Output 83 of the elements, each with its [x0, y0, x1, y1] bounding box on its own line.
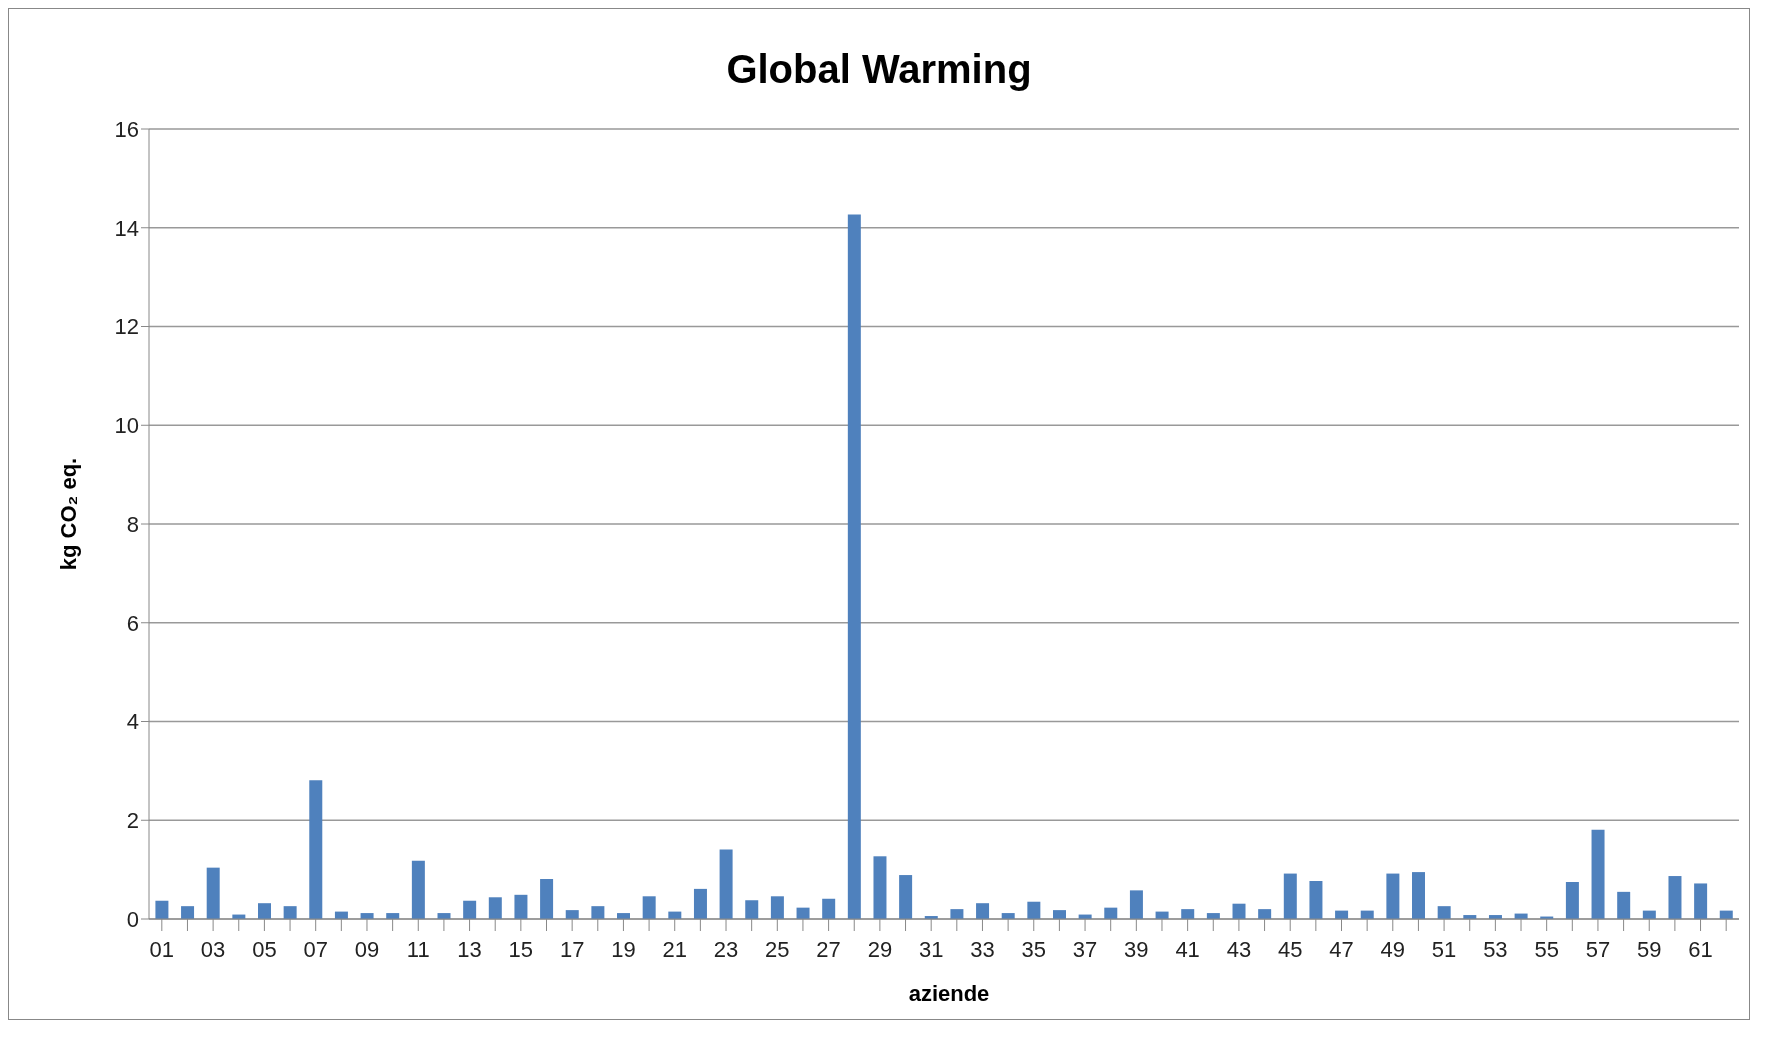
chart-title: Global Warming [725, 47, 1033, 92]
bar [950, 909, 964, 919]
bar [257, 903, 271, 919]
y-tick-label: 2 [126, 808, 139, 834]
y-tick-label: 6 [126, 610, 139, 636]
y-tick-label: 0 [126, 906, 139, 932]
x-tick-label: 11 [406, 936, 430, 962]
x-tick-label: 25 [765, 936, 790, 962]
bar [181, 906, 195, 919]
bar [822, 898, 836, 919]
y-tick-label: 10 [114, 413, 139, 439]
bar [1258, 909, 1272, 919]
x-tick-label: 21 [662, 936, 687, 962]
bar [770, 896, 784, 919]
bar [1437, 906, 1451, 919]
x-tick-label: 27 [816, 936, 841, 962]
bar [488, 897, 502, 919]
x-tick-label: 33 [970, 936, 995, 962]
bar [1232, 903, 1246, 919]
x-tick-label: 39 [1124, 936, 1149, 962]
x-tick-label: 55 [1534, 936, 1559, 962]
x-tick-label: 07 [303, 936, 328, 962]
bar [283, 906, 297, 919]
bar [411, 860, 425, 919]
bar [745, 900, 759, 919]
bar [1052, 910, 1066, 919]
y-tick-label: 8 [126, 511, 139, 537]
bar [1129, 890, 1143, 919]
x-tick-label: 59 [1637, 936, 1662, 962]
x-tick-label: 51 [1431, 936, 1457, 962]
x-tick-label: 19 [611, 936, 636, 962]
x-tick-label: 13 [457, 936, 482, 962]
x-tick-label: 15 [508, 936, 534, 962]
bar [847, 214, 861, 919]
x-tick-label: 31 [918, 936, 944, 962]
x-tick-label: 45 [1277, 936, 1303, 962]
bar [1386, 873, 1400, 919]
bar [1027, 901, 1041, 919]
y-tick-label: 4 [126, 709, 139, 735]
bar [309, 780, 323, 919]
x-tick-label: 01 [149, 936, 175, 962]
bar [565, 910, 579, 919]
bar [642, 896, 656, 919]
x-tick-label: 47 [1329, 936, 1354, 962]
x-tick-label: 43 [1226, 936, 1252, 962]
x-tick-label: 29 [867, 936, 893, 962]
bar [719, 849, 733, 919]
x-tick-label: 37 [1072, 936, 1098, 962]
x-tick-label: 49 [1380, 936, 1406, 962]
bar [206, 867, 220, 919]
bar [1591, 829, 1605, 919]
bar [1694, 883, 1708, 919]
y-axis-title: kg CO₂ eq. [56, 457, 82, 571]
bar [873, 856, 887, 919]
bar [693, 888, 707, 919]
bar [1309, 880, 1323, 919]
bar [1181, 909, 1195, 919]
x-tick-label: 41 [1175, 936, 1200, 962]
bar [514, 894, 528, 919]
y-tick-label: 12 [114, 314, 139, 340]
bar [463, 900, 477, 919]
bar [1412, 872, 1426, 919]
bar [976, 903, 990, 919]
y-tick-label: 14 [114, 215, 139, 241]
x-tick-label: 05 [252, 936, 277, 962]
x-tick-label: 57 [1585, 936, 1611, 962]
bar [1565, 881, 1579, 919]
bar [1617, 891, 1631, 919]
bar [155, 900, 169, 919]
x-tick-label: 03 [200, 936, 226, 962]
bar [1283, 873, 1297, 919]
x-tick-label: 23 [713, 936, 739, 962]
x-tick-label: 09 [354, 936, 380, 962]
bar [591, 906, 605, 919]
bar [899, 875, 913, 919]
x-tick-label: 53 [1483, 936, 1508, 962]
bar [540, 879, 554, 919]
x-tick-label: 17 [559, 936, 585, 962]
x-axis-title: aziende [907, 981, 991, 1007]
x-tick-label: 35 [1021, 936, 1046, 962]
bar [1668, 876, 1682, 919]
x-tick-label: 61 [1688, 936, 1713, 962]
y-tick-label: 16 [114, 116, 139, 142]
